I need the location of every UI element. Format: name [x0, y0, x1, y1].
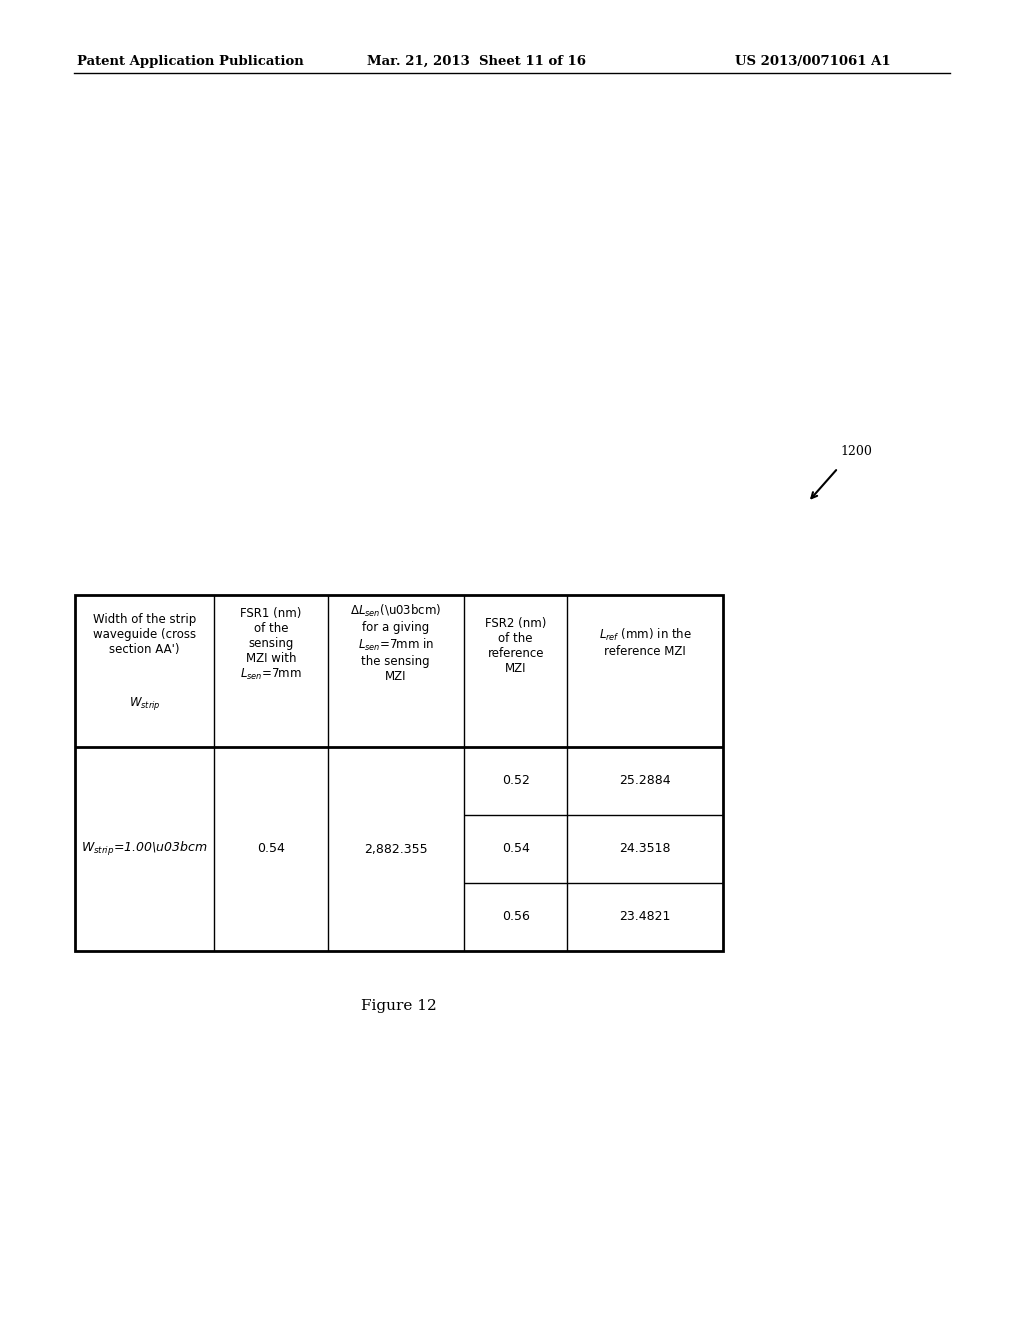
Text: Width of the strip
waveguide (cross
section AA'): Width of the strip waveguide (cross sect… [93, 612, 197, 656]
Bar [75, 595, 723, 950]
Text: 25.2884: 25.2884 [620, 775, 671, 788]
Text: Mar. 21, 2013  Sheet 11 of 16: Mar. 21, 2013 Sheet 11 of 16 [367, 55, 586, 69]
Text: $L_{ref}$ (mm) in the
reference MZI: $L_{ref}$ (mm) in the reference MZI [599, 627, 691, 659]
Text: US 2013/0071061 A1: US 2013/0071061 A1 [735, 55, 891, 69]
Text: $W_{strip}$: $W_{strip}$ [129, 696, 161, 711]
Text: $\Delta L_{sen}$(\u03bcm)
for a giving
$L_{sen}$=7mm in
the sensing
MZI: $\Delta L_{sen}$(\u03bcm) for a giving $… [350, 603, 441, 682]
Text: 0.56: 0.56 [502, 911, 529, 924]
Text: 0.52: 0.52 [502, 775, 529, 788]
Text: 0.54: 0.54 [257, 842, 285, 855]
Text: Patent Application Publication: Patent Application Publication [77, 55, 303, 69]
Text: $\mathit{W}_{strip}$=1.00\u03bcm: $\mathit{W}_{strip}$=1.00\u03bcm [81, 840, 208, 858]
Text: 2,882.355: 2,882.355 [364, 842, 428, 855]
Text: FSR2 (nm)
of the
reference
MZI: FSR2 (nm) of the reference MZI [485, 616, 547, 675]
Text: 1200: 1200 [840, 445, 871, 458]
Text: 23.4821: 23.4821 [620, 911, 671, 924]
Text: 0.54: 0.54 [502, 842, 529, 855]
Text: FSR1 (nm)
of the
sensing
MZI with
$L_{sen}$=7mm: FSR1 (nm) of the sensing MZI with $L_{se… [241, 607, 302, 682]
Text: Figure 12: Figure 12 [361, 999, 437, 1012]
Text: 24.3518: 24.3518 [620, 842, 671, 855]
